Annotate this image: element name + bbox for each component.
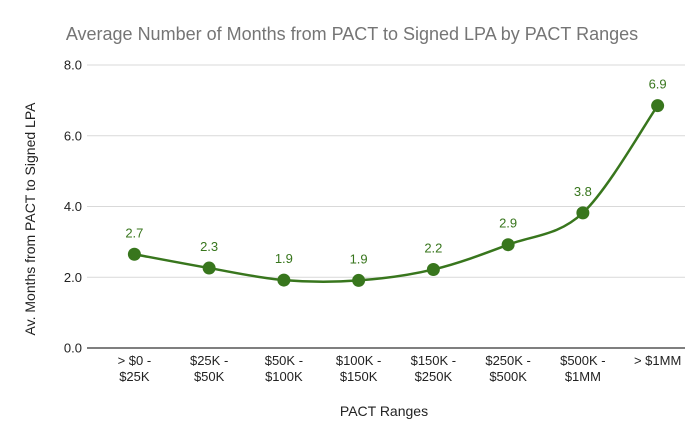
x-tick-label: $250K -$500K xyxy=(485,353,531,384)
y-tick-label: 8.0 xyxy=(64,58,82,73)
x-tick-label: $100K -$150K xyxy=(336,353,382,384)
x-tick-label-line: $500K xyxy=(489,369,527,384)
data-label: 3.8 xyxy=(574,184,592,199)
x-tick-label: $25K -$50K xyxy=(190,353,228,384)
x-tick-label-line: > $0 - xyxy=(118,353,152,368)
x-tick-label-line: $50K - xyxy=(265,353,303,368)
x-tick-label-line: $250K xyxy=(415,369,453,384)
x-tick-label-line: $1MM xyxy=(565,369,601,384)
x-axis-title: PACT Ranges xyxy=(340,403,428,419)
data-point xyxy=(651,99,665,113)
x-tick-label-line: $50K xyxy=(194,369,225,384)
x-tick-label-line: $150K xyxy=(340,369,378,384)
x-tick-label-line: $25K xyxy=(119,369,150,384)
data-label: 2.7 xyxy=(125,225,143,240)
data-label: 1.9 xyxy=(275,251,293,266)
x-tick-label: $50K -$100K xyxy=(265,353,303,384)
data-label: 2.3 xyxy=(200,239,218,254)
x-tick-label-line: $150K - xyxy=(411,353,457,368)
y-tick-label: 6.0 xyxy=(64,128,82,143)
y-axis-title: Av. Months from PACT to Signed LPA xyxy=(22,102,38,336)
x-axis-ticks: > $0 -$25K$25K -$50K$50K -$100K$100K -$1… xyxy=(118,353,682,384)
data-point xyxy=(127,247,141,261)
data-label: 6.9 xyxy=(649,77,667,92)
y-tick-label: 0.0 xyxy=(64,341,82,356)
chart-title: Average Number of Months from PACT to Si… xyxy=(66,24,638,44)
x-tick-label-line: > $1MM xyxy=(634,353,681,368)
x-tick-label-line: $100K xyxy=(265,369,303,384)
data-points xyxy=(127,99,665,287)
y-tick-label: 4.0 xyxy=(64,199,82,214)
data-labels: 2.7 2.3 1.9 1.9 2.2 2.9 3.8 6.9 xyxy=(125,77,666,267)
data-point xyxy=(501,238,515,252)
data-label: 2.2 xyxy=(424,240,442,255)
x-tick-label: $500K -$1MM xyxy=(560,353,606,384)
y-axis-ticks: 0.0 2.0 4.0 6.0 8.0 xyxy=(64,58,82,356)
x-tick-label-line: $25K - xyxy=(190,353,228,368)
y-tick-label: 2.0 xyxy=(64,270,82,285)
gridlines xyxy=(87,64,685,349)
data-point xyxy=(277,273,291,287)
data-label: 2.9 xyxy=(499,216,517,231)
x-tick-label-line: $100K - xyxy=(336,353,382,368)
data-point xyxy=(576,206,590,220)
x-tick-label: $150K -$250K xyxy=(411,353,457,384)
x-tick-label: > $0 -$25K xyxy=(118,353,152,384)
data-point xyxy=(202,261,216,275)
x-tick-label-line: $500K - xyxy=(560,353,606,368)
data-point xyxy=(426,262,440,276)
x-tick-label: > $1MM xyxy=(634,353,681,368)
data-point xyxy=(352,273,366,287)
x-tick-label-line: $250K - xyxy=(485,353,531,368)
data-label: 1.9 xyxy=(350,251,368,266)
